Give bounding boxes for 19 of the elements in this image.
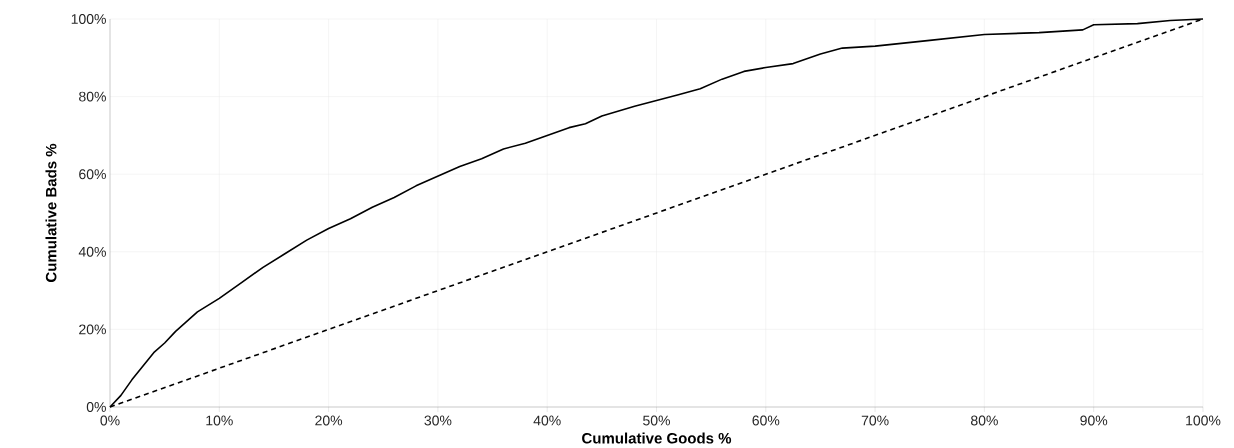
x-tick-label: 40% [533, 415, 561, 426]
x-tick-label: 20% [315, 415, 343, 426]
x-tick-label: 90% [1080, 415, 1108, 426]
x-tick-label: 100% [1186, 415, 1221, 426]
x-axis-title: Cumulative Goods % [582, 432, 732, 444]
y-tick-label: 100% [71, 14, 106, 24]
x-tick-label: 70% [861, 415, 889, 426]
y-tick-label: 20% [79, 324, 106, 335]
y-tick-label: 0% [86, 402, 106, 412]
x-tick-label: 60% [752, 415, 780, 426]
x-tick-label: 80% [971, 415, 998, 426]
x-tick-label: 50% [643, 415, 671, 426]
y-tick-label: 40% [78, 246, 106, 257]
x-tick-label: 10% [206, 415, 233, 426]
x-tick-label: 0% [100, 415, 120, 426]
y-tick-label: 80% [79, 91, 106, 102]
x-tick-label: 30% [424, 415, 452, 426]
y-tick-label: 60% [79, 169, 106, 180]
y-axis-title: Cumulative Bads % [45, 143, 57, 282]
